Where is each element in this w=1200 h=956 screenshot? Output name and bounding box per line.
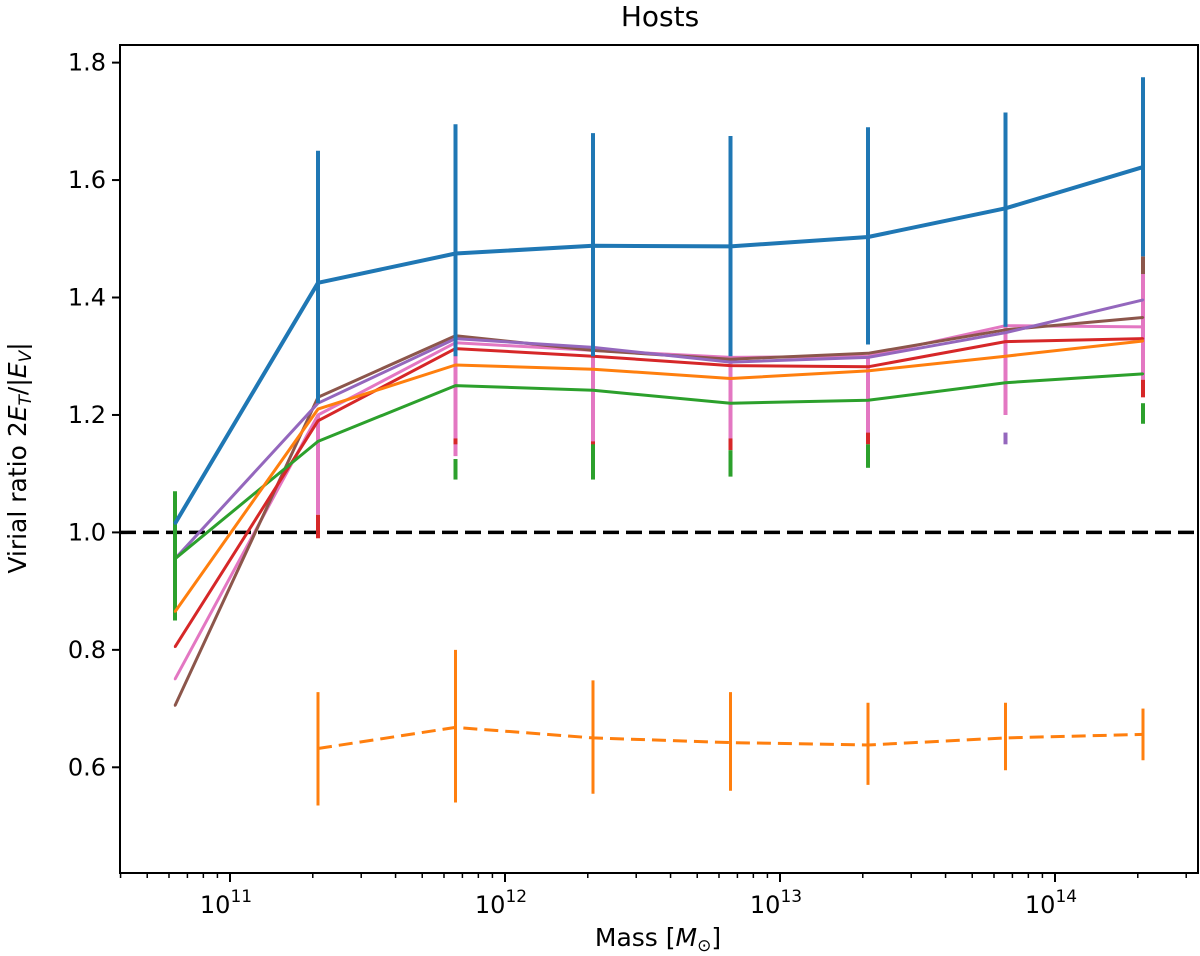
data-point <box>1142 340 1144 342</box>
data-point <box>317 414 319 416</box>
data-point <box>454 252 456 254</box>
chart: Hosts 0.6 0.8 1.0 1.2 1.4 1.6 1.8 1011 1012 1013… <box>0 0 1200 956</box>
data-point <box>174 704 176 706</box>
data-point <box>317 440 319 442</box>
x-tick-label: 1014 <box>1025 887 1077 919</box>
series-line <box>175 318 1143 706</box>
data-point <box>867 356 869 358</box>
data-point <box>592 245 594 247</box>
data-point <box>867 744 869 746</box>
data-point <box>867 399 869 401</box>
data-point <box>729 364 731 366</box>
x-tick-label: 1013 <box>750 887 802 919</box>
data-point <box>1004 329 1006 331</box>
x-tick-label: 1011 <box>200 887 252 919</box>
data-point <box>1004 332 1006 334</box>
y-tick-label: 0.8 <box>68 636 106 664</box>
series-orange-dashed <box>317 650 1144 806</box>
series-line <box>175 341 1143 612</box>
data-point <box>174 610 176 612</box>
chart-title: Hosts <box>621 0 699 33</box>
data-point <box>1004 381 1006 383</box>
series-group <box>174 77 1144 805</box>
y-tick-label: 0.6 <box>68 753 106 781</box>
y-tick-label: 1.6 <box>68 166 106 194</box>
y-tick-label: 1.8 <box>68 49 106 77</box>
y-axis-label: Virial ratio 2ET/|EV| <box>3 342 36 573</box>
data-point <box>1004 340 1006 342</box>
data-point <box>1142 166 1144 168</box>
data-point <box>317 420 319 422</box>
data-point <box>867 236 869 238</box>
data-point <box>1004 355 1006 357</box>
data-point <box>1142 316 1144 318</box>
data-point <box>729 358 731 360</box>
data-point <box>1004 207 1006 209</box>
series-line <box>175 167 1143 523</box>
data-point <box>592 368 594 370</box>
y-tick-label: 1.0 <box>68 518 106 546</box>
series-line <box>175 326 1143 680</box>
x-tick-label: 1012 <box>475 887 527 919</box>
data-point <box>1142 373 1144 375</box>
data-point <box>454 726 456 728</box>
data-point <box>867 370 869 372</box>
data-point <box>317 747 319 749</box>
data-point <box>729 245 731 247</box>
data-point <box>592 389 594 391</box>
data-point <box>1142 733 1144 735</box>
data-point <box>729 361 731 363</box>
y-tick-label: 1.2 <box>68 401 106 429</box>
data-point <box>867 366 869 368</box>
data-point <box>174 678 176 680</box>
data-point <box>174 558 176 560</box>
data-point <box>174 646 176 648</box>
data-point <box>867 352 869 354</box>
y-tick-label: 1.4 <box>68 284 106 312</box>
data-point <box>317 408 319 410</box>
data-point <box>592 737 594 739</box>
data-point <box>729 741 731 743</box>
x-axis-label: Mass [M⊙] <box>595 923 721 956</box>
data-point <box>174 522 176 524</box>
series-line <box>175 300 1143 559</box>
data-point <box>729 377 731 379</box>
data-point <box>454 384 456 386</box>
data-point <box>729 402 731 404</box>
data-point <box>317 282 319 284</box>
data-point <box>454 364 456 366</box>
x-axis: 1011 1012 1013 1014 <box>121 873 1187 919</box>
data-point <box>1004 737 1006 739</box>
data-point <box>1142 337 1144 339</box>
y-axis: 0.6 0.8 1.0 1.2 1.4 1.6 1.8 <box>68 49 120 782</box>
data-point <box>1142 299 1144 301</box>
data-point <box>1142 326 1144 328</box>
